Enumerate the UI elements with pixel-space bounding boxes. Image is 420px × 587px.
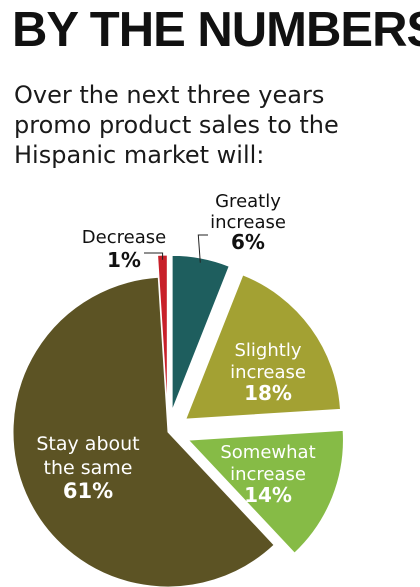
slice-category-label: Stay about bbox=[36, 433, 139, 455]
slice-value-label: 18% bbox=[244, 381, 292, 405]
leader-line bbox=[197, 234, 208, 263]
pie-slice-greatly-increase bbox=[171, 254, 230, 411]
pie-slice-slightly-increase bbox=[185, 274, 342, 420]
slice-category-label: increase bbox=[210, 212, 286, 233]
pie-slice-somewhat-increase bbox=[187, 429, 344, 554]
subtitle-line-3: Hispanic market will: bbox=[14, 141, 265, 169]
subtitle-line-1: Over the next three years bbox=[14, 81, 325, 109]
slice-value-label: 14% bbox=[244, 483, 292, 507]
slice-value-label: 1% bbox=[107, 248, 141, 272]
slice-category-label: Slightly bbox=[235, 340, 302, 361]
slice-category-label: Somewhat bbox=[220, 442, 315, 463]
pie-slices bbox=[12, 254, 344, 587]
subtitle-line-2: promo product sales to the bbox=[14, 111, 339, 139]
slice-category-label: increase bbox=[230, 464, 306, 485]
slice-category-label: increase bbox=[230, 362, 306, 383]
pie-labels: Greatlyincrease6%Slightlyincrease18%Some… bbox=[36, 191, 315, 507]
pie-slice-stay-about-the-same bbox=[12, 276, 275, 587]
slice-category-label: the same bbox=[44, 457, 133, 479]
slice-category-label: Decrease bbox=[82, 227, 166, 248]
slice-category-label: Greatly bbox=[215, 191, 281, 212]
chart-subtitle: Over the next three years promo product … bbox=[14, 80, 414, 170]
slice-value-label: 6% bbox=[231, 230, 265, 254]
leader-line bbox=[144, 252, 164, 260]
chart-title: BY THE NUMBERS bbox=[12, 3, 420, 57]
slice-value-label: 61% bbox=[63, 479, 113, 503]
